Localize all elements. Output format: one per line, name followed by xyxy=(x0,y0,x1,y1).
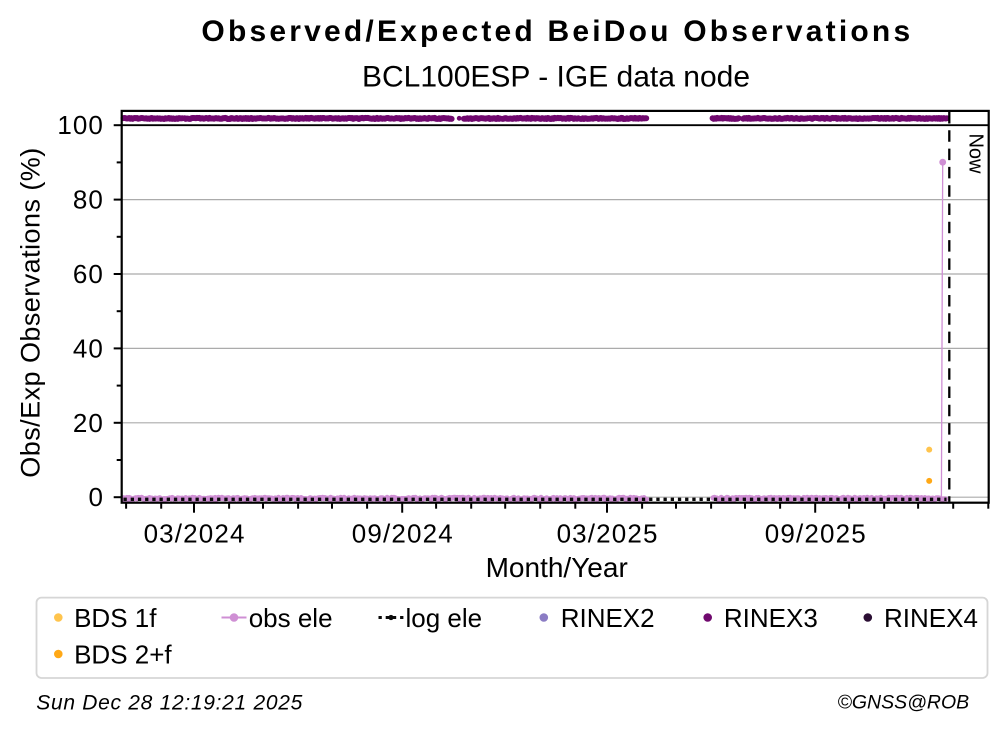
svg-text:RINEX2: RINEX2 xyxy=(561,603,655,633)
svg-text:BDS 2+f: BDS 2+f xyxy=(74,639,172,669)
svg-text:0: 0 xyxy=(88,482,104,512)
svg-text:20: 20 xyxy=(73,408,104,438)
svg-text:Month/Year: Month/Year xyxy=(486,552,628,583)
svg-text:40: 40 xyxy=(73,333,104,363)
svg-text:obs ele: obs ele xyxy=(249,603,333,633)
svg-text:Now: Now xyxy=(965,133,987,174)
svg-text:BCL100ESP - IGE data node: BCL100ESP - IGE data node xyxy=(362,61,750,94)
svg-text:09/2024: 09/2024 xyxy=(352,519,454,549)
svg-text:RINEX3: RINEX3 xyxy=(724,603,818,633)
svg-text:BDS 1f: BDS 1f xyxy=(74,603,157,633)
svg-text:09/2025: 09/2025 xyxy=(765,519,867,549)
svg-text:Obs/Exp Observations (%): Obs/Exp Observations (%) xyxy=(16,147,46,477)
svg-text:Sun Dec 28 12:19:21 2025: Sun Dec 28 12:19:21 2025 xyxy=(36,692,303,715)
svg-text:©GNSS@ROB: ©GNSS@ROB xyxy=(838,692,970,714)
svg-text:Observed/Expected BeiDou Obser: Observed/Expected BeiDou Observations xyxy=(201,15,913,48)
svg-text:60: 60 xyxy=(73,259,104,289)
svg-text:03/2025: 03/2025 xyxy=(557,519,659,549)
svg-text:80: 80 xyxy=(73,185,104,215)
svg-text:03/2024: 03/2024 xyxy=(144,519,246,549)
svg-text:RINEX4: RINEX4 xyxy=(884,603,978,633)
svg-text:100: 100 xyxy=(57,110,104,140)
svg-text:log ele: log ele xyxy=(406,603,483,633)
